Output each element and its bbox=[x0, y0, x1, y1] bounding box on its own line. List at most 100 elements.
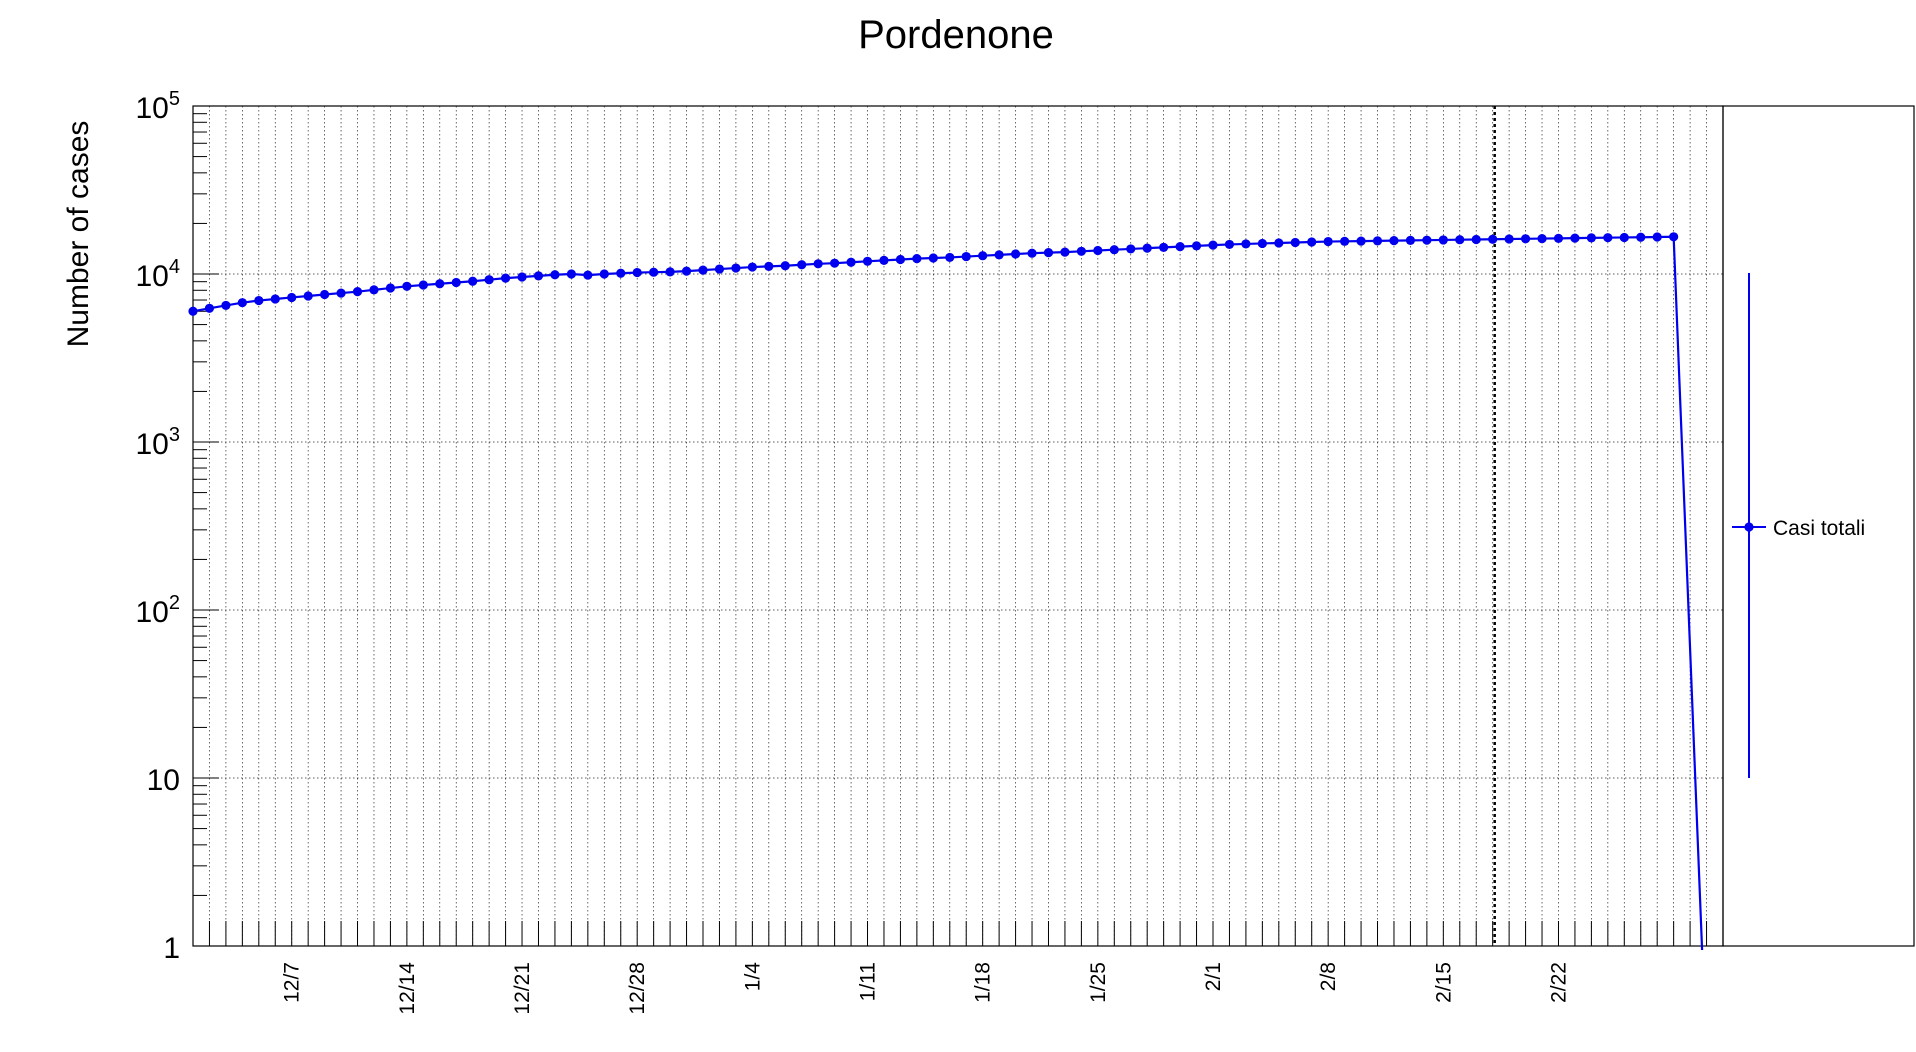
data-point bbox=[1191, 241, 1202, 251]
x-tick-label: 2/15 bbox=[1432, 962, 1455, 1003]
data-point bbox=[402, 281, 412, 291]
axes: 1 10 102 103 104 105 12/7 12/14 12/21 12/28 1/4 1/1… bbox=[136, 88, 1915, 1015]
data-point bbox=[1241, 239, 1251, 249]
data-point bbox=[1471, 234, 1481, 245]
data-point bbox=[204, 303, 215, 313]
data-point bbox=[550, 270, 560, 280]
data-point bbox=[1372, 236, 1383, 246]
data-point bbox=[1652, 232, 1662, 242]
x-tick-label: 1/25 bbox=[1087, 962, 1110, 1003]
data-point bbox=[336, 288, 346, 298]
chart-title: Pordenone bbox=[858, 13, 1054, 57]
data-point bbox=[418, 280, 428, 290]
x-tick-label: 12/7 bbox=[281, 962, 304, 1003]
data-point bbox=[797, 260, 807, 270]
data-point bbox=[221, 300, 231, 311]
data-point bbox=[583, 270, 593, 280]
data-point bbox=[928, 253, 938, 263]
data-point bbox=[731, 263, 741, 273]
data-point bbox=[320, 289, 330, 300]
x-tick-label: 2/1 bbox=[1202, 962, 1225, 991]
data-point bbox=[287, 292, 297, 303]
data-point bbox=[1060, 247, 1070, 257]
data-point bbox=[566, 269, 576, 279]
data-point bbox=[385, 283, 396, 293]
data-point bbox=[1257, 238, 1267, 249]
data-point bbox=[451, 277, 461, 288]
data-point bbox=[1520, 234, 1531, 244]
data-point bbox=[912, 253, 922, 264]
data-point bbox=[714, 264, 725, 274]
data-point bbox=[1619, 232, 1629, 243]
legend-frame bbox=[1722, 105, 1915, 947]
data-point bbox=[533, 271, 544, 281]
data-point bbox=[500, 273, 511, 283]
data-point bbox=[616, 268, 626, 278]
data-point bbox=[1389, 236, 1399, 246]
data-point bbox=[1208, 240, 1218, 250]
data-point bbox=[1669, 232, 1679, 242]
data-point bbox=[1455, 235, 1465, 245]
x-tick-label: 1/18 bbox=[972, 962, 995, 1003]
data-point bbox=[369, 285, 379, 295]
data-point bbox=[1438, 235, 1448, 245]
data-point bbox=[649, 267, 659, 277]
x-tick-label: 1/4 bbox=[741, 962, 764, 992]
data-point bbox=[237, 298, 247, 308]
data-point bbox=[517, 272, 527, 282]
data-point bbox=[1027, 248, 1037, 258]
data-point bbox=[1109, 245, 1119, 255]
data-point bbox=[1504, 234, 1514, 244]
data-point bbox=[1126, 244, 1136, 254]
data-point bbox=[1076, 246, 1086, 256]
data-point bbox=[1636, 232, 1646, 242]
data-point bbox=[1290, 237, 1300, 248]
data-point bbox=[681, 266, 692, 276]
x-tick-label: 12/28 bbox=[626, 962, 649, 1015]
data-point bbox=[1553, 233, 1564, 243]
data-point bbox=[961, 251, 971, 262]
y-tick-label: 102 bbox=[136, 592, 181, 629]
data-point bbox=[945, 252, 955, 263]
data-point bbox=[747, 262, 757, 272]
data-point bbox=[1340, 236, 1350, 246]
legend-label: Casi totali bbox=[1773, 517, 1865, 540]
x-tick-label: 12/14 bbox=[396, 962, 419, 1015]
legend: Casi totali bbox=[1732, 273, 1865, 778]
data-point bbox=[1586, 233, 1596, 243]
data-point bbox=[1570, 233, 1580, 243]
data-point bbox=[484, 275, 494, 285]
data-point bbox=[188, 306, 198, 316]
data-point bbox=[270, 294, 280, 304]
data-point bbox=[1405, 235, 1416, 245]
y-axis-label: Number of cases bbox=[62, 121, 95, 348]
data-point bbox=[1307, 237, 1317, 247]
data-point bbox=[862, 256, 873, 266]
data-point bbox=[978, 251, 988, 261]
data-point bbox=[1093, 245, 1103, 256]
y-tick-label: 1 bbox=[163, 932, 180, 965]
data-point bbox=[632, 267, 642, 278]
data-point bbox=[1488, 234, 1498, 244]
data-point bbox=[352, 287, 363, 297]
data-point bbox=[1142, 243, 1152, 253]
data-point bbox=[665, 267, 675, 277]
y-tick-label: 105 bbox=[136, 88, 181, 125]
data-point bbox=[895, 254, 906, 265]
data-point bbox=[780, 261, 790, 271]
data-point bbox=[1274, 238, 1284, 248]
data-point bbox=[1356, 236, 1366, 246]
data-point bbox=[1603, 233, 1613, 243]
x-tick-label: 2/22 bbox=[1547, 962, 1570, 1003]
data-point bbox=[468, 276, 478, 286]
data-point bbox=[1043, 248, 1054, 258]
x-tick-label: 12/21 bbox=[511, 962, 534, 1015]
data-point bbox=[1323, 236, 1333, 247]
y-tick-label: 103 bbox=[136, 424, 181, 461]
data-point bbox=[813, 259, 823, 269]
data-point bbox=[1537, 233, 1547, 244]
legend-marker bbox=[1744, 522, 1754, 532]
data-point bbox=[1159, 242, 1169, 252]
